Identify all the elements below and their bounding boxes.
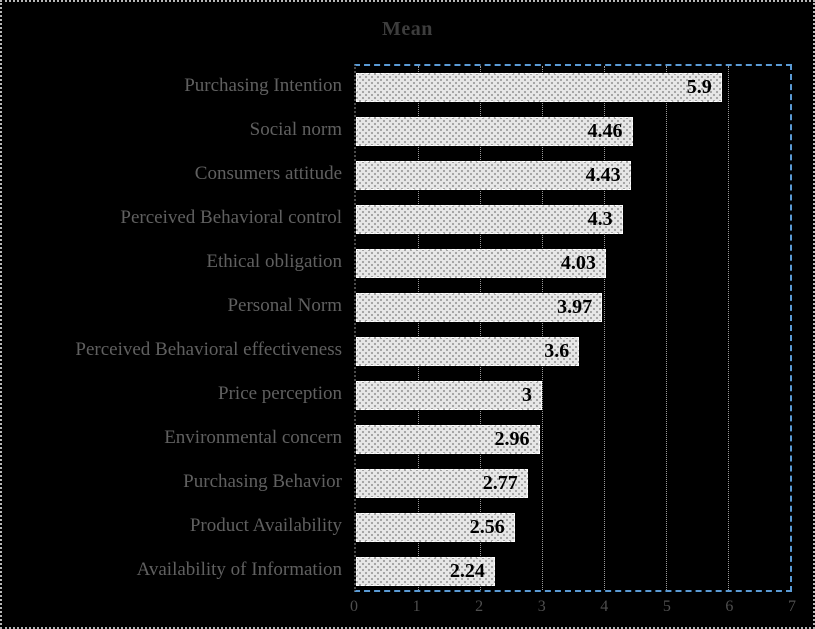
category-label: Ethical obligation <box>206 251 342 272</box>
category-label: Purchasing Intention <box>184 75 342 96</box>
category-label: Social norm <box>249 119 342 140</box>
bar-value-label: 4.3 <box>587 208 613 230</box>
category-label: Environmental concern <box>164 427 342 448</box>
chart-title: Mean <box>382 18 433 40</box>
bar-value-label: 3.97 <box>557 296 593 318</box>
category-label: Availability of Information <box>136 559 342 580</box>
x-tick-label: 5 <box>662 598 671 615</box>
x-axis-tick-labels: 0 1 2 3 4 5 6 7 <box>350 598 796 620</box>
gridline-2 <box>480 66 481 590</box>
category-label: Purchasing Behavior <box>183 471 342 492</box>
bar: 3 <box>356 381 542 410</box>
bar: 2.77 <box>356 469 528 498</box>
bar: 5.9 <box>356 73 722 102</box>
bar-value-label: 3 <box>522 384 532 406</box>
x-tick-label: 2 <box>475 598 484 615</box>
plot-area: 5.9 4.46 4.43 4.3 4.03 3.97 3.6 3 2.96 2.77 2.56 2.… <box>354 64 792 592</box>
x-tick-label: 3 <box>537 598 546 615</box>
gridline-6 <box>728 66 729 590</box>
bar-value-label: 2.96 <box>494 428 530 450</box>
bar: 3.6 <box>356 337 580 366</box>
category-label: Personal Norm <box>227 295 342 316</box>
gridline-5 <box>666 66 667 590</box>
x-tick-label: 6 <box>725 598 734 615</box>
category-label: Product Availability <box>189 515 342 536</box>
bar-value-label: 4.46 <box>587 120 623 142</box>
bar: 4.3 <box>356 205 623 234</box>
bar: 4.43 <box>356 161 631 190</box>
category-label: Perceived Behavioral control <box>120 207 342 228</box>
category-label: Consumers attitude <box>194 163 342 184</box>
bar: 2.56 <box>356 513 515 542</box>
gridline-1 <box>418 66 419 590</box>
category-label: Perceived Behavioral effectiveness <box>75 339 342 360</box>
bar-value-label: 5.9 <box>686 76 712 98</box>
bar: 2.24 <box>356 557 495 586</box>
bar-value-label: 4.03 <box>560 252 596 274</box>
x-tick-label: 0 <box>350 598 358 615</box>
bar: 4.03 <box>356 249 606 278</box>
bar-value-label: 3.6 <box>544 340 570 362</box>
bar: 3.97 <box>356 293 603 322</box>
gridline-3 <box>542 66 543 590</box>
x-tick-label: 7 <box>788 598 796 615</box>
x-tick-label: 1 <box>412 598 421 615</box>
bar-value-label: 2.56 <box>469 516 505 538</box>
gridline-4 <box>604 66 605 590</box>
bar: 2.96 <box>356 425 540 454</box>
bar-value-label: 4.43 <box>585 164 621 186</box>
bar-value-label: 2.77 <box>482 472 518 494</box>
bar-value-label: 2.24 <box>449 560 485 582</box>
category-label: Price perception <box>218 383 342 404</box>
bar: 4.46 <box>356 117 633 146</box>
x-tick-label: 4 <box>600 598 609 615</box>
category-labels-column: Purchasing Intention Social norm Consumers… <box>2 64 342 592</box>
